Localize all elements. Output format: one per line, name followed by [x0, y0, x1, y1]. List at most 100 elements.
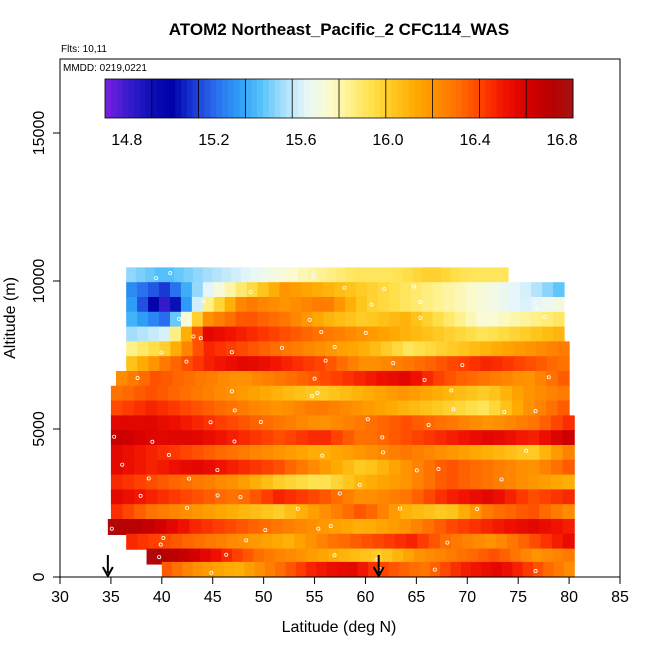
heat-cell — [546, 370, 559, 387]
sample-markers — [109, 271, 551, 575]
heat-cell — [148, 533, 161, 550]
colorbar-swatch — [163, 79, 170, 118]
heat-cell — [478, 370, 491, 387]
heat-cell — [362, 400, 375, 417]
heat-cell — [563, 548, 575, 565]
heat-cell — [172, 561, 184, 578]
heat-cell — [534, 385, 547, 402]
heat-cell — [236, 385, 249, 402]
heat-cell — [249, 430, 263, 447]
heat-cell — [296, 459, 309, 476]
heat-cell — [345, 311, 357, 328]
heat-cell — [502, 356, 515, 373]
colorbar-swatch — [157, 79, 164, 118]
heat-cell — [527, 415, 541, 432]
heat-cell — [342, 444, 355, 461]
sample-marker — [309, 394, 314, 399]
heat-cell — [157, 489, 170, 506]
colorbar-swatch — [292, 79, 299, 118]
heat-cell — [233, 561, 245, 578]
heat-cell — [244, 561, 256, 578]
colorbar-swatch — [110, 79, 118, 118]
heat-cell — [145, 504, 158, 521]
heat-cell — [246, 296, 259, 313]
heat-cell — [135, 267, 146, 284]
heat-cell — [246, 311, 259, 328]
heat-cell — [371, 548, 383, 565]
heat-cell — [539, 474, 552, 491]
heat-cell — [347, 341, 360, 358]
heat-cell — [360, 548, 372, 565]
heat-cell — [562, 518, 575, 535]
heat-cell — [180, 459, 193, 476]
heat-cell — [274, 548, 287, 565]
heat-cell — [180, 474, 193, 491]
heat-cell — [271, 533, 284, 550]
heat-cell — [393, 267, 404, 284]
heat-cell — [527, 518, 540, 535]
sample-marker — [258, 419, 263, 424]
heat-cell — [235, 296, 248, 313]
heat-cell — [159, 282, 171, 299]
heat-cell — [192, 356, 205, 373]
heat-cell — [500, 400, 513, 417]
heat-cell — [523, 385, 536, 402]
heat-cell — [436, 341, 448, 358]
heat-cell — [516, 489, 529, 506]
heat-cell — [236, 400, 249, 417]
heat-cell — [469, 430, 483, 447]
heat-cell — [131, 518, 144, 535]
heat-cell — [110, 504, 124, 521]
heat-cell — [477, 400, 490, 417]
heat-cell — [193, 267, 204, 284]
heat-cell — [126, 296, 138, 313]
heat-cell — [249, 504, 263, 521]
sample-marker — [342, 285, 347, 290]
y-tick-label: 15000 — [31, 111, 48, 156]
sample-marker — [533, 569, 538, 574]
heat-cell — [551, 489, 564, 506]
heat-cell — [226, 504, 239, 521]
heat-cell — [365, 504, 378, 521]
heat-cell — [515, 518, 529, 535]
heat-cell — [203, 430, 216, 447]
heat-cell — [203, 504, 216, 521]
colorbar-swatch — [134, 79, 141, 118]
heat-cell — [377, 326, 390, 343]
heat-cell — [365, 459, 378, 476]
heat-cell — [440, 561, 452, 578]
heat-cell — [546, 341, 559, 358]
heat-cell — [122, 459, 135, 476]
heat-cell — [392, 548, 404, 565]
heat-cell — [240, 267, 251, 284]
heat-cell — [169, 296, 182, 313]
heat-cell — [296, 430, 309, 447]
heat-cell — [446, 474, 459, 491]
heat-cell — [366, 326, 379, 343]
heat-cell — [458, 430, 471, 447]
heat-cell — [352, 518, 365, 535]
colorbar-swatch — [344, 79, 352, 118]
sample-marker — [460, 363, 465, 368]
heat-cell — [257, 296, 270, 313]
colorbar-swatch — [274, 79, 281, 118]
heat-cell — [409, 561, 421, 578]
heat-cell — [421, 282, 434, 299]
heat-cell — [306, 548, 319, 565]
heat-cell — [542, 548, 554, 565]
heat-cell — [191, 504, 205, 521]
heat-cell — [292, 341, 304, 358]
heat-cell — [511, 385, 524, 402]
heat-cell — [365, 415, 378, 432]
heat-cell — [259, 400, 272, 417]
colorbar-swatch — [186, 79, 194, 118]
heat-cell — [388, 474, 402, 491]
heat-cell — [306, 518, 319, 535]
heat-cell — [127, 370, 140, 387]
heat-cell — [226, 489, 239, 506]
heat-cell — [465, 311, 478, 328]
heat-cell — [226, 533, 239, 550]
colorbar-swatch — [567, 79, 574, 118]
heat-cell — [250, 267, 261, 284]
heat-cell — [388, 504, 402, 521]
